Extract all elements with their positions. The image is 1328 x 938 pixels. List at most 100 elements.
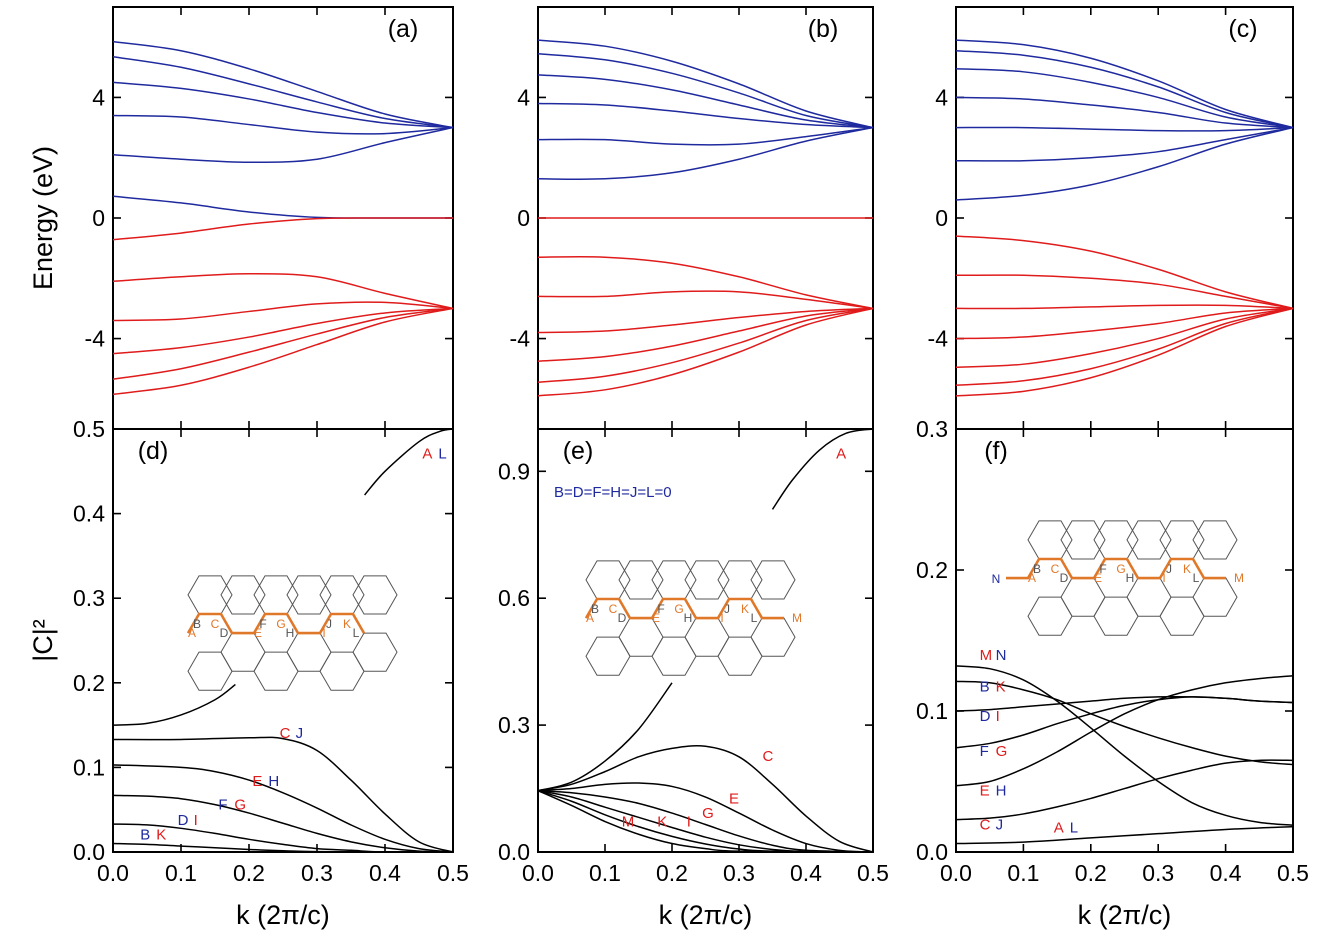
inset-letter: F: [259, 617, 266, 631]
inset-letter: C: [211, 617, 220, 631]
inset-letter: J: [326, 617, 332, 631]
inset-letter: I: [720, 611, 723, 625]
curve-label: I: [996, 708, 1000, 725]
curve-label: M: [980, 647, 993, 664]
series-line: [537, 255, 874, 310]
x-tick-label: 0.1: [165, 860, 197, 886]
lattice-hexagon: [1159, 596, 1205, 636]
lattice-hexagon: [684, 560, 730, 600]
lattice-hexagon: [717, 560, 763, 600]
inset-letter: G: [276, 617, 285, 631]
series-line: [955, 304, 1294, 310]
inset-letter: L: [751, 611, 758, 625]
lattice-hexagon: [319, 651, 365, 691]
series-line: [112, 794, 454, 853]
series-line: [955, 126, 1294, 162]
curve-label: L: [1070, 819, 1078, 836]
series-line: [112, 273, 454, 310]
y-tick-label: 0: [92, 205, 105, 231]
panel-label: (d): [138, 437, 169, 465]
curve-label: I: [687, 814, 691, 831]
inset-letter: C: [1051, 562, 1060, 576]
panel-label: (e): [563, 437, 594, 465]
series-line: [537, 74, 874, 129]
curve-label: E: [980, 783, 990, 800]
series-line: [537, 126, 874, 146]
lattice-hexagon: [750, 617, 796, 657]
inset-letter: J: [1166, 562, 1172, 576]
y-tick-label: 0.2: [73, 670, 105, 696]
series-line: [537, 782, 874, 853]
x-tick-label: 0.1: [1007, 860, 1039, 886]
curve-label: B: [980, 678, 990, 695]
curve-label: E: [252, 773, 262, 790]
series-line: [112, 81, 454, 129]
lattice-hexagon: [253, 651, 299, 691]
lattice-hexagon: [1192, 520, 1238, 560]
series-line: [955, 235, 1294, 310]
y-axis-label: |C|²: [28, 619, 58, 662]
panel-a: 4 0 -4 (a) Energy (eV): [28, 6, 454, 430]
x-tick-label: 0.3: [301, 860, 333, 886]
curve-label: E: [729, 790, 739, 807]
inset-letter: M: [792, 611, 802, 625]
curve-label: H: [268, 773, 279, 790]
series-line: [955, 696, 1294, 749]
series-line: [955, 307, 1294, 340]
series-line: [955, 695, 1294, 712]
inset-letter: K: [1183, 562, 1191, 576]
series-line: [112, 736, 454, 853]
series-line: [112, 307, 454, 355]
y-tick-label: 0.3: [73, 585, 105, 611]
series-line: [955, 665, 1294, 826]
curve-label: F: [218, 797, 227, 814]
series-line: [955, 675, 1294, 787]
curve-label: G: [234, 797, 246, 814]
inset-letter: B: [193, 617, 201, 631]
inset-lattice: AB CD EF GH IJ KL M: [584, 560, 802, 676]
series-line: [112, 114, 454, 135]
constraint-note: B=D=F=H=J=L=0: [554, 484, 672, 501]
curve-label: C: [980, 816, 991, 833]
inset-letter: J: [724, 602, 730, 616]
series-line: [537, 126, 874, 181]
x-tick-label: 0.4: [1210, 860, 1242, 886]
curve-label: D: [178, 812, 189, 829]
panel-e: 0.00.30.60.90.0 0.1 0.2 0.3 0.4 0.5(e) ACEGIKM…: [498, 428, 889, 930]
inset-letter: D: [1060, 571, 1069, 585]
plot-frame: [537, 428, 874, 853]
series-line: [537, 307, 874, 334]
lattice-hexagon: [220, 575, 266, 615]
x-tick-label: 0.0: [940, 860, 972, 886]
x-tick-label: 0.5: [437, 860, 469, 886]
series-line: [955, 126, 1294, 201]
y-tick-label: 0.6: [498, 585, 530, 611]
series-line: [955, 49, 1294, 129]
plot-frame: [112, 428, 454, 853]
lattice-hexagon: [1093, 520, 1139, 560]
series-line: [537, 682, 673, 792]
curve-label: K: [156, 826, 166, 843]
curve-label: J: [996, 816, 1004, 833]
inset-letter: A: [586, 611, 594, 625]
lattice-hexagon: [253, 575, 299, 615]
panel-c: 4 0 -4 (c): [928, 6, 1294, 430]
lattice-hexagon: [585, 560, 631, 600]
y-tick-label: 0.1: [73, 754, 105, 780]
lattice-hexagon: [187, 651, 233, 691]
x-tick-label: 0.3: [1142, 860, 1174, 886]
curve-label: F: [980, 743, 989, 760]
y-tick-label: -4: [85, 326, 106, 352]
inset-lattice: N AB CD EF GH IJ KL M: [992, 520, 1244, 636]
series-line: [537, 307, 874, 397]
series-line: [112, 764, 454, 853]
inset-letter: H: [286, 626, 295, 640]
x-axis-label: k (2π/c): [1078, 900, 1172, 930]
curve-label: A: [422, 446, 432, 463]
inset-letter: K: [741, 602, 749, 616]
y-tick-label: 0: [517, 205, 530, 231]
curve-label: D: [980, 708, 991, 725]
lattice-hexagon: [651, 560, 697, 600]
series-line: [537, 102, 874, 129]
lattice-hexagon: [352, 632, 398, 672]
